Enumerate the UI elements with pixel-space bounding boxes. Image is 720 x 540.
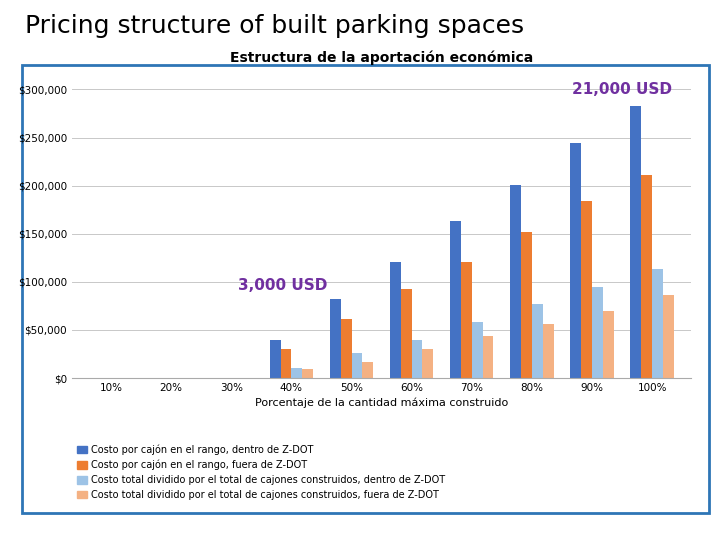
Bar (450, 221, 461, 378)
Bar (482, 336, 493, 378)
Bar (302, 369, 313, 378)
Bar (330, 299, 341, 378)
Bar (390, 261, 401, 378)
Bar (652, 269, 663, 378)
Bar (581, 201, 592, 378)
Bar (461, 261, 472, 378)
Bar (603, 310, 613, 378)
Bar (592, 287, 603, 378)
Bar (642, 175, 652, 378)
Bar (341, 319, 351, 378)
Text: 21,000 USD: 21,000 USD (572, 82, 672, 97)
Bar (292, 368, 302, 378)
Bar (521, 232, 532, 378)
X-axis label: Porcentaje de la cantidad máxima construido: Porcentaje de la cantidad máxima constru… (255, 397, 508, 408)
Bar (472, 322, 482, 378)
Bar (351, 353, 362, 378)
Bar (663, 295, 674, 378)
Text: 3,000 USD: 3,000 USD (238, 278, 327, 293)
Bar (543, 324, 554, 378)
Legend: Costo por cajón en el rango, dentro de Z-DOT, Costo por cajón en el rango, fuera: Costo por cajón en el rango, dentro de Z… (77, 444, 446, 500)
Bar (270, 340, 281, 378)
Text: Pricing structure of built parking spaces: Pricing structure of built parking space… (25, 14, 524, 37)
Bar (570, 143, 581, 378)
Bar (401, 288, 412, 378)
Title: Estructura de la aportación económica: Estructura de la aportación económica (230, 50, 534, 65)
Bar (281, 349, 292, 378)
Bar (362, 362, 373, 378)
Bar (631, 106, 642, 378)
Bar (412, 340, 423, 378)
Bar (423, 349, 433, 378)
Bar (532, 304, 543, 378)
Bar (510, 185, 521, 378)
